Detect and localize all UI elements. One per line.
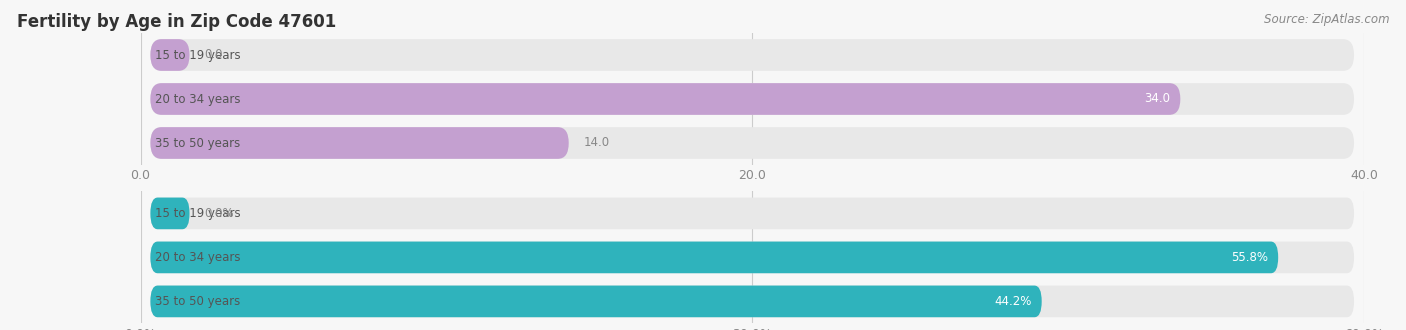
Text: 20 to 34 years: 20 to 34 years [155,92,240,106]
Text: 44.2%: 44.2% [994,295,1032,308]
Text: 0.0%: 0.0% [204,207,233,220]
Text: Fertility by Age in Zip Code 47601: Fertility by Age in Zip Code 47601 [17,13,336,31]
Text: 15 to 19 years: 15 to 19 years [155,49,240,61]
Text: 34.0: 34.0 [1144,92,1171,106]
Text: 0.0: 0.0 [204,49,222,61]
FancyBboxPatch shape [150,39,190,71]
FancyBboxPatch shape [150,285,1042,317]
Text: 35 to 50 years: 35 to 50 years [155,295,240,308]
Text: 14.0: 14.0 [583,137,610,149]
FancyBboxPatch shape [150,127,1354,159]
Text: 20 to 34 years: 20 to 34 years [155,251,240,264]
Text: 15 to 19 years: 15 to 19 years [155,207,240,220]
FancyBboxPatch shape [150,83,1354,115]
FancyBboxPatch shape [150,83,1181,115]
FancyBboxPatch shape [150,285,1354,317]
Text: 55.8%: 55.8% [1232,251,1268,264]
Text: 35 to 50 years: 35 to 50 years [155,137,240,149]
FancyBboxPatch shape [150,198,190,229]
FancyBboxPatch shape [150,198,1354,229]
Text: Source: ZipAtlas.com: Source: ZipAtlas.com [1264,13,1389,26]
FancyBboxPatch shape [150,242,1278,273]
FancyBboxPatch shape [150,242,1354,273]
FancyBboxPatch shape [150,39,1354,71]
FancyBboxPatch shape [150,127,568,159]
